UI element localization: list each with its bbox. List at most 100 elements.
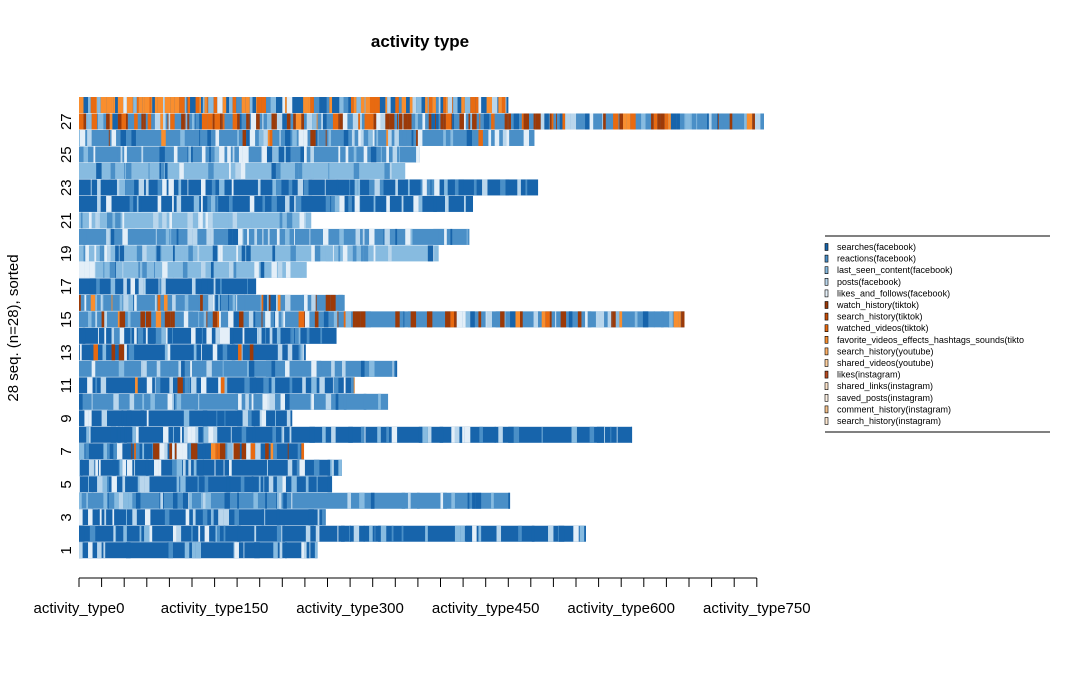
sequence-segment — [263, 129, 268, 146]
sequence-segment — [219, 179, 225, 196]
sequence-segment — [331, 426, 336, 443]
sequence-segment — [97, 195, 101, 212]
sequence-segment — [144, 278, 146, 295]
sequence-segment — [88, 426, 91, 443]
sequence-segment — [304, 542, 307, 559]
sequence-segment — [235, 162, 241, 179]
sequence-1 — [79, 542, 318, 559]
sequence-segment — [207, 278, 212, 295]
sequence-segment — [218, 245, 221, 262]
sequence-segment — [387, 97, 391, 113]
sequence-segment — [159, 278, 162, 295]
sequence-segment — [201, 179, 206, 196]
sequence-segment — [460, 525, 465, 542]
sequence-segment — [214, 459, 216, 476]
sequence-segment — [275, 162, 276, 179]
sequence-segment — [110, 162, 116, 179]
sequence-segment — [417, 129, 423, 146]
sequence-segment — [169, 360, 171, 377]
sequence-bar-13 — [79, 344, 306, 361]
sequence-segment — [201, 113, 208, 130]
sequence-segment — [161, 162, 164, 179]
sequence-segment — [355, 228, 361, 245]
sequence-segment — [164, 509, 170, 526]
sequence-segment — [360, 113, 361, 130]
sequence-segment — [165, 228, 170, 245]
legend-label: reactions(facebook) — [837, 254, 916, 264]
sequence-segment — [184, 113, 186, 130]
sequence-segment — [95, 212, 99, 229]
sequence-segment — [407, 311, 411, 328]
x-tick-label: activity_type0 — [34, 600, 125, 617]
sequence-segment — [210, 509, 214, 526]
sequence-segment — [238, 393, 242, 410]
sequence-segment — [251, 212, 255, 229]
sequence-segment — [314, 542, 318, 559]
sequence-segment — [502, 129, 507, 146]
sequence-segment — [202, 492, 206, 509]
sequence-segment — [98, 212, 100, 229]
sequence-segment — [154, 377, 156, 394]
sequence-segment — [132, 97, 134, 113]
sequence-segment — [136, 195, 139, 212]
sequence-segment — [305, 212, 307, 229]
sequence-segment — [438, 228, 445, 245]
sequence-segment — [291, 327, 295, 344]
sequence-segment — [626, 113, 631, 130]
sequence-segment — [398, 97, 402, 113]
sequence-segment — [85, 443, 89, 460]
sequence-segment — [202, 410, 208, 427]
sequence-segment — [309, 228, 311, 245]
sequence-segment — [119, 459, 123, 476]
sequence-segment — [276, 245, 280, 262]
sequence-segment — [111, 129, 117, 146]
sequence-segment — [602, 113, 604, 130]
sequence-segment — [262, 228, 264, 245]
sequence-segment — [378, 393, 381, 410]
sequence-segment — [232, 113, 238, 130]
sequence-segment — [242, 129, 247, 146]
sequence-segment — [172, 212, 178, 229]
sequence-segment — [257, 327, 259, 344]
sequence-segment — [146, 377, 153, 394]
sequence-segment — [115, 525, 117, 542]
sequence-segment — [395, 228, 398, 245]
sequence-segment — [271, 261, 277, 278]
sequence-segment — [223, 459, 225, 476]
sequence-segment — [302, 294, 305, 311]
sequence-segment — [416, 97, 422, 113]
sequence-segment — [289, 426, 292, 443]
sequence-segment — [240, 476, 245, 493]
sequence-segment — [261, 509, 265, 526]
sequence-segment — [201, 261, 206, 278]
sequence-segment — [219, 294, 221, 311]
legend-label: search_history(instagram) — [837, 416, 941, 426]
sequence-segment — [343, 97, 349, 113]
sequence-segment — [199, 212, 203, 229]
sequence-segment — [241, 426, 247, 443]
sequence-segment — [197, 476, 200, 493]
legend-swatch — [824, 359, 829, 367]
sequence-segment — [354, 179, 358, 196]
sequence-segment — [457, 97, 462, 113]
sequence-segment — [298, 344, 301, 361]
sequence-segment — [219, 146, 225, 163]
sequence-8 — [79, 426, 633, 443]
sequence-segment — [123, 278, 127, 295]
sequence-segment — [207, 129, 211, 146]
sequence-segment — [213, 426, 218, 443]
sequence-segment — [605, 113, 610, 130]
sequence-segment — [99, 509, 102, 526]
sequence-segment — [198, 311, 200, 328]
sequence-segment — [612, 311, 616, 328]
sequence-segment — [523, 129, 530, 146]
sequence-segment — [223, 509, 230, 526]
sequence-segment — [232, 146, 235, 163]
sequence-segment — [285, 261, 291, 278]
sequence-segment — [276, 509, 280, 526]
sequence-segment — [164, 311, 171, 328]
sequence-segment — [237, 129, 239, 146]
sequence-segment — [98, 459, 101, 476]
sequence-segment — [201, 278, 208, 295]
sequence-segment — [604, 426, 605, 443]
